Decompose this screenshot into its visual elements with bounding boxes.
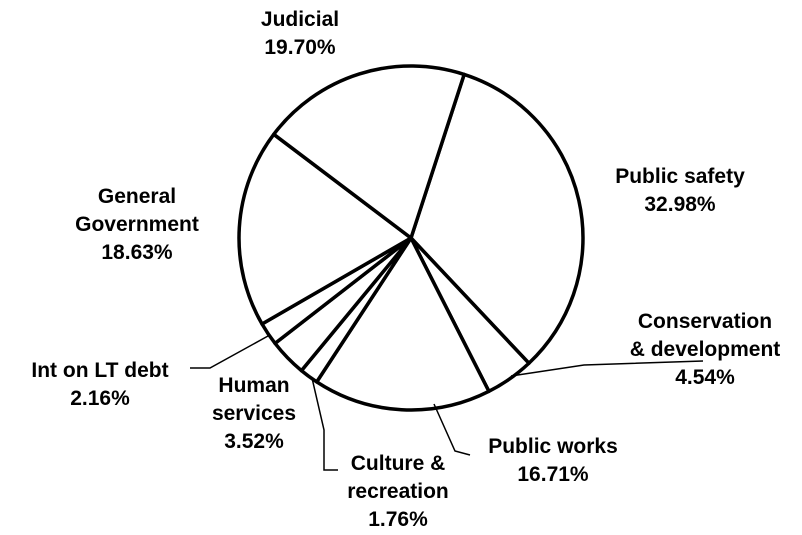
slice-label: Public safety 32.98% bbox=[615, 165, 745, 216]
slice-label: Human services 3.52% bbox=[212, 374, 296, 453]
slice-name: Government bbox=[75, 213, 199, 236]
slice-name: Culture & bbox=[351, 452, 446, 475]
slice-label: Culture & recreation 1.76% bbox=[347, 452, 449, 531]
slice-label: General Government 18.63% bbox=[75, 185, 199, 264]
slice-label: Int on LT debt 2.16% bbox=[31, 359, 168, 410]
slice-name: Public works bbox=[488, 435, 618, 458]
slice-name: Int on LT debt bbox=[31, 359, 168, 382]
slice-percent: 32.98% bbox=[644, 193, 716, 216]
slice-label: Conservation & development 4.54% bbox=[630, 310, 781, 389]
slice-name: Conservation bbox=[638, 310, 772, 333]
slice-name: services bbox=[212, 402, 296, 425]
slice-percent: 1.76% bbox=[368, 508, 428, 531]
slice-percent: 18.63% bbox=[101, 241, 173, 264]
slice-name: Judicial bbox=[261, 8, 339, 31]
slice-label: Public works 16.71% bbox=[488, 435, 618, 486]
leader-line bbox=[433, 403, 471, 456]
slice-percent: 3.52% bbox=[224, 430, 284, 453]
slice-percent: 16.71% bbox=[517, 463, 589, 486]
slice-label: Judicial 19.70% bbox=[261, 8, 339, 59]
slice-name: recreation bbox=[347, 480, 449, 503]
pie-slice bbox=[272, 64, 466, 240]
pie-slices bbox=[237, 64, 585, 412]
leader-line bbox=[311, 377, 338, 471]
leader-line bbox=[510, 360, 704, 377]
slice-percent: 4.54% bbox=[675, 366, 735, 389]
leader-line bbox=[190, 335, 269, 369]
slice-labels: Public safety 32.98% Conservation & develop… bbox=[31, 8, 780, 531]
slice-percent: 19.70% bbox=[264, 36, 336, 59]
slice-name: & development bbox=[630, 338, 781, 361]
pie-slice bbox=[409, 72, 585, 365]
pie-slice bbox=[237, 132, 413, 326]
pie-slice bbox=[315, 236, 491, 412]
slice-name: General bbox=[98, 185, 176, 208]
slice-percent: 2.16% bbox=[70, 387, 130, 410]
leader-lines bbox=[190, 335, 704, 471]
slice-name: Human bbox=[218, 374, 289, 397]
slice-name: Public safety bbox=[615, 165, 745, 188]
